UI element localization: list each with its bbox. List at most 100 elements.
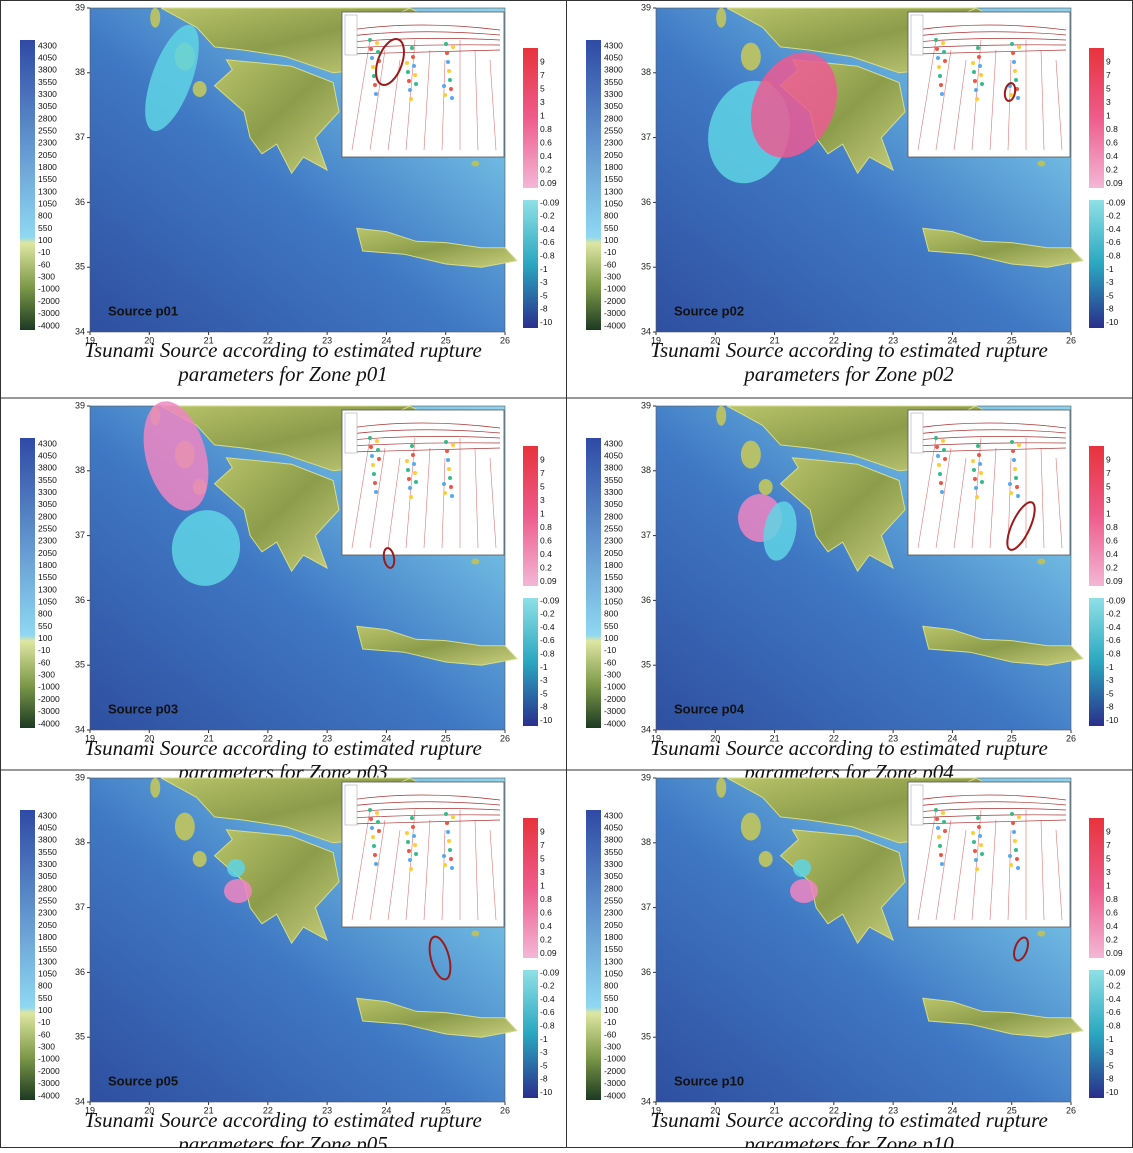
event bbox=[373, 853, 377, 857]
bathymetry-label: -2000 bbox=[604, 296, 626, 306]
fault-line bbox=[349, 429, 501, 435]
subsidence-label: -8 bbox=[1106, 304, 1114, 314]
lon-tick-label: 21 bbox=[770, 733, 780, 743]
lon-tick-label: 22 bbox=[263, 733, 273, 743]
bathymetry-label: -60 bbox=[604, 1029, 617, 1039]
fault-line bbox=[915, 447, 1067, 453]
bathymetry-label: 1550 bbox=[38, 572, 57, 582]
event bbox=[1014, 476, 1018, 480]
event bbox=[375, 811, 379, 815]
fault-line bbox=[915, 801, 1067, 807]
uplift-label: 0.8 bbox=[1106, 522, 1118, 532]
event bbox=[449, 485, 453, 489]
bathymetry-label: 2300 bbox=[38, 536, 57, 546]
event bbox=[410, 46, 414, 50]
inset-box bbox=[907, 11, 1071, 158]
caption: parameters for Zone p02 bbox=[742, 362, 954, 386]
bathymetry-label: 2800 bbox=[38, 883, 57, 893]
event bbox=[368, 38, 372, 42]
event bbox=[409, 495, 413, 499]
bathymetry-label: 800 bbox=[38, 609, 52, 619]
inset bbox=[341, 781, 505, 981]
subsidence-label: -8 bbox=[1106, 702, 1114, 712]
uplift-label: 7 bbox=[1106, 468, 1111, 478]
bathymetry-label: 550 bbox=[38, 621, 52, 631]
bathymetry-label: 2050 bbox=[604, 920, 623, 930]
bathymetry-label: 3800 bbox=[38, 65, 57, 75]
subsidence-label: -0.2 bbox=[1106, 211, 1121, 221]
subsidence-bar bbox=[523, 200, 538, 328]
event bbox=[1009, 863, 1013, 867]
bathymetry-label: 2550 bbox=[38, 523, 57, 533]
fault-line bbox=[441, 457, 446, 549]
uplift-label: 5 bbox=[540, 83, 545, 93]
fault-line bbox=[489, 457, 497, 549]
event bbox=[443, 93, 447, 97]
subsidence-label: -10 bbox=[540, 715, 553, 725]
subsidence-bar bbox=[523, 598, 538, 726]
bathymetry-label: 100 bbox=[604, 1005, 618, 1015]
bathymetry-label: 2800 bbox=[604, 113, 623, 123]
bathymetry-label: 1800 bbox=[604, 162, 623, 172]
lon-tick-label: 21 bbox=[204, 335, 214, 345]
fault-line bbox=[387, 829, 401, 921]
uplift-label: 9 bbox=[1106, 826, 1111, 836]
fault-line bbox=[915, 49, 1067, 55]
inset bbox=[907, 781, 1071, 962]
fault-line bbox=[474, 819, 479, 921]
uplift-label: 1 bbox=[540, 110, 545, 120]
fault-line bbox=[489, 59, 497, 151]
lat-tick-label: 38 bbox=[641, 465, 651, 475]
lon-tick-label: 21 bbox=[770, 1105, 780, 1115]
event bbox=[980, 480, 984, 484]
bathymetry-label: -4000 bbox=[604, 1090, 626, 1100]
event bbox=[935, 817, 939, 821]
bathymetry-label: 1550 bbox=[38, 174, 57, 184]
lon-tick-label: 25 bbox=[1007, 733, 1017, 743]
source-area bbox=[224, 879, 252, 903]
fault-line bbox=[915, 814, 1067, 819]
zone-marker bbox=[1013, 936, 1029, 962]
event bbox=[412, 462, 416, 466]
bathymetry-label: -300 bbox=[604, 272, 621, 282]
event bbox=[411, 825, 415, 829]
event bbox=[1017, 443, 1021, 447]
lat-tick-label: 36 bbox=[75, 967, 85, 977]
event bbox=[414, 480, 418, 484]
lat-tick-label: 38 bbox=[641, 67, 651, 77]
lon-tick-label: 23 bbox=[322, 335, 332, 345]
event bbox=[936, 454, 940, 458]
fault-line bbox=[349, 24, 501, 31]
event bbox=[977, 55, 981, 59]
fault-line bbox=[349, 436, 501, 441]
event bbox=[451, 815, 455, 819]
bathymetry-label: 3550 bbox=[38, 847, 57, 857]
event bbox=[447, 69, 451, 73]
subsidence-label: -8 bbox=[1106, 1074, 1114, 1084]
land bbox=[356, 625, 518, 666]
inset-legend bbox=[910, 412, 924, 454]
bathymetry-label: 550 bbox=[604, 621, 618, 631]
event bbox=[935, 47, 939, 51]
event bbox=[408, 88, 412, 92]
event bbox=[978, 834, 982, 838]
lon-tick-label: 25 bbox=[441, 1105, 451, 1115]
event bbox=[980, 82, 984, 86]
uplift-label: 0.2 bbox=[540, 562, 552, 572]
caption: parameters for Zone p10 bbox=[742, 1132, 954, 1148]
event bbox=[942, 50, 946, 54]
bathymetry-label: 1050 bbox=[604, 597, 623, 607]
event bbox=[449, 857, 453, 861]
fault-line bbox=[935, 447, 952, 549]
event bbox=[1013, 467, 1017, 471]
lat-tick-label: 35 bbox=[641, 1032, 651, 1042]
event bbox=[940, 862, 944, 866]
land bbox=[922, 227, 1084, 268]
lon-tick-label: 23 bbox=[888, 335, 898, 345]
subsidence-label: -8 bbox=[540, 702, 548, 712]
fault-line bbox=[349, 422, 501, 429]
uplift-label: 0.6 bbox=[1106, 907, 1118, 917]
uplift-label: 7 bbox=[540, 70, 545, 80]
subsidence-label: -8 bbox=[540, 304, 548, 314]
event bbox=[445, 449, 449, 453]
